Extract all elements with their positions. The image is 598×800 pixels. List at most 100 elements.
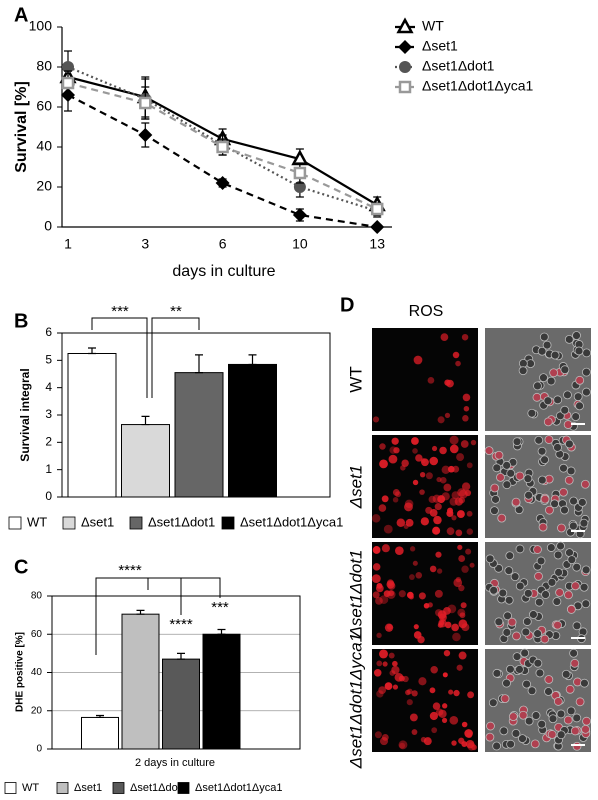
significance-label: ***	[211, 599, 229, 616]
cell-fluorescent	[465, 548, 472, 555]
cell-fluorescent	[376, 632, 382, 639]
cell-brightfield	[510, 572, 520, 582]
y-tick-label: 40	[31, 667, 43, 678]
cell-fluorescent	[383, 524, 393, 534]
cell-brightfield	[557, 523, 566, 533]
legend-label: Δset1Δdot1	[130, 782, 187, 794]
cell-fluorescent	[461, 565, 469, 573]
legend-label: WT	[27, 514, 47, 529]
legend-label: Δset1Δdot1Δyca1	[240, 514, 343, 529]
cell-fluorescent	[447, 604, 457, 614]
data-point	[216, 140, 229, 154]
cell-brightfield	[575, 375, 585, 385]
cell-brightfield	[570, 726, 580, 736]
cell-brightfield	[544, 687, 553, 696]
cell-fluorescent	[375, 597, 383, 605]
cell-fluorescent	[429, 687, 436, 694]
cell-brightfield	[523, 588, 533, 598]
cell-fluorescent	[417, 635, 425, 644]
x-tick-label: 10	[292, 236, 308, 252]
cell-fluorescent	[389, 670, 396, 676]
cell-brightfield	[543, 417, 553, 427]
cell-fluorescent	[435, 609, 443, 617]
cell-brightfield	[524, 490, 534, 500]
y-tick-label: 0	[36, 744, 42, 755]
legend-marker	[396, 17, 414, 34]
cell-brightfield	[497, 513, 507, 523]
y-tick-label: 0	[44, 218, 52, 234]
cell-fluorescent	[411, 437, 419, 445]
cell-brightfield	[553, 550, 563, 560]
cell-brightfield	[485, 732, 495, 742]
row-label: WT	[346, 366, 365, 392]
cell-brightfield	[505, 551, 515, 561]
legend-swatch	[4, 782, 17, 794]
y-tick-label: 6	[45, 325, 52, 339]
cell-brightfield	[489, 585, 499, 595]
cell-brightfield	[550, 350, 560, 360]
cell-fluorescent	[406, 699, 413, 706]
cell-fluorescent	[420, 517, 429, 526]
cell-brightfield	[492, 668, 502, 678]
cell-brightfield	[496, 472, 505, 482]
cell-fluorescent	[449, 444, 459, 454]
x-tick-label: 13	[369, 236, 385, 252]
cell-brightfield	[565, 684, 575, 694]
cell-fluorescent	[428, 495, 436, 504]
cell-brightfield	[553, 620, 562, 630]
error-bar	[141, 415, 150, 426]
cell-fluorescent	[379, 459, 388, 469]
y-tick-label: 2	[45, 435, 52, 449]
cell-fluorescent	[404, 502, 413, 512]
cell-fluorescent	[411, 690, 418, 697]
x-tick-label: 3	[141, 236, 149, 252]
cell-brightfield	[548, 714, 558, 724]
cell-brightfield	[555, 588, 564, 597]
cell-brightfield	[539, 332, 549, 342]
x-axis-title: days in culture	[172, 263, 275, 280]
cell-brightfield	[533, 658, 543, 668]
cell-fluorescent	[395, 546, 404, 556]
cell-fluorescent	[466, 510, 473, 517]
cell-brightfield	[580, 678, 589, 688]
cell-brightfield	[522, 679, 531, 689]
cell-fluorescent	[444, 621, 452, 629]
legend-marker	[399, 61, 411, 73]
cell-brightfield	[581, 599, 591, 609]
cell-fluorescent	[460, 602, 467, 609]
cell-fluorescent	[392, 489, 400, 496]
cell-brightfield	[544, 435, 554, 444]
series-line	[67, 65, 378, 213]
legend-swatch	[112, 782, 125, 794]
cell-fluorescent	[372, 591, 380, 599]
cell-brightfield	[534, 597, 544, 607]
cell-fluorescent	[461, 482, 471, 491]
cell-brightfield	[563, 420, 573, 429]
cell-brightfield	[490, 483, 500, 493]
cell-fluorescent	[452, 632, 461, 642]
cell-brightfield	[486, 721, 495, 731]
legend-label: Δset1Δdot1	[148, 514, 215, 529]
legend-label: Δset1Δdot1	[422, 58, 495, 74]
cell-fluorescent	[392, 684, 399, 690]
cell-fluorescent	[406, 591, 414, 599]
cell-fluorescent	[419, 489, 425, 495]
cell-fluorescent	[392, 497, 399, 503]
cell-brightfield	[564, 590, 573, 600]
cell-brightfield	[581, 724, 590, 734]
cell-brightfield	[559, 463, 568, 473]
cell-fluorescent	[409, 574, 415, 580]
cell-fluorescent	[462, 415, 469, 422]
column-title: ROS	[409, 303, 444, 320]
cell-fluorescent	[456, 510, 465, 519]
legend-swatch	[221, 516, 235, 530]
error-bar	[88, 347, 96, 355]
cell-brightfield	[556, 541, 565, 551]
cell-brightfield	[527, 408, 537, 418]
cell-fluorescent	[405, 689, 411, 696]
cell-fluorescent	[425, 472, 433, 480]
cell-fluorescent	[451, 515, 457, 521]
cell-fluorescent	[418, 592, 426, 600]
y-tick-label: 60	[36, 98, 52, 114]
error-bar	[195, 354, 203, 374]
